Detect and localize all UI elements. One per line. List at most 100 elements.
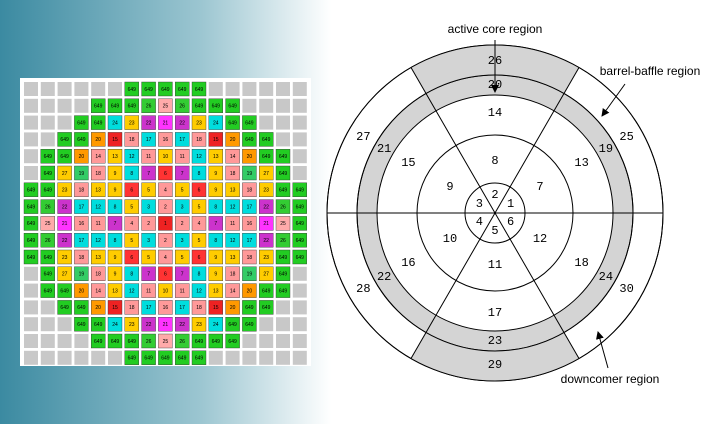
fuel-cell [158,333,173,349]
fuel-cell [191,98,207,114]
fuel-cell [107,182,123,198]
cell-label: 27 [263,272,269,278]
fuel-cell [191,232,207,248]
fuel-cell [208,333,224,349]
cell-label: 649 [228,120,237,126]
cell-label: 649 [245,322,254,328]
fuel-cell [242,148,257,164]
cell-label: 649 [128,356,137,362]
fuel-cell [242,115,257,130]
cell-label: 19 [79,272,85,278]
fuel-cell [124,148,140,164]
cell-label: 649 [27,204,36,210]
fuel-cell [259,216,274,231]
empty-cell [292,132,307,147]
fuel-cell [292,249,307,265]
cell-label: 649 [212,339,221,345]
fuel-cell [107,317,123,332]
fuel-cell [275,232,291,248]
fuel-cell [225,165,240,181]
empty-cell [259,82,274,96]
cell-label: 13 [95,255,101,261]
fuel-cell [174,182,190,198]
cell-label: 20 [247,154,253,160]
fuel-cell [225,216,240,231]
cell-label: 20 [79,288,85,294]
fuel-cell [225,182,240,198]
cell-label: 26 [146,339,152,345]
fuel-cell [275,266,291,281]
fuel-cell [124,132,140,147]
fuel-cell [242,182,257,198]
fuel-cell [191,266,207,281]
fuel-cell [242,317,257,332]
fuel-cell [208,317,224,332]
cell-label: 4 [198,221,201,227]
fuel-cell [158,165,173,181]
cell-label: 5 [147,255,150,261]
fuel-cell [191,132,207,147]
fuel-cell [259,232,274,248]
cell-label: 649 [245,120,254,126]
cell-label: 18 [247,188,253,194]
cell-label: 3 [181,204,184,210]
cell-label: 649 [60,305,69,311]
fuel-cell [191,300,207,315]
cell-label: 8 [198,171,201,177]
cell-label: 18 [79,255,85,261]
region-label: 2 [491,188,498,202]
fuel-cell [107,283,123,298]
empty-cell [40,300,55,315]
fuel-cell [40,216,55,231]
empty-cell [57,98,72,113]
fuel-cell [259,249,274,265]
cell-label: 2 [164,204,167,210]
cell-label: 5 [130,238,133,244]
region-label: 11 [488,258,502,272]
fuel-cell [191,350,207,365]
fuel-cell [74,115,89,130]
fuel-cell [259,283,274,298]
empty-cell [40,82,55,96]
cell-label: 17 [179,305,185,311]
fuel-cell [141,333,156,349]
fuel-cell [40,249,55,265]
fuel-cell [208,98,224,114]
fuel-cell [259,266,274,281]
cell-label: 8 [214,238,217,244]
cell-label: 19 [79,171,85,177]
annotation: active core region [448,22,543,36]
fuel-cell [174,216,190,231]
cell-label: 15 [112,137,118,143]
fuel-cell [74,132,89,147]
cell-label: 649 [144,356,153,362]
cell-label: 649 [128,339,137,345]
fuel-cell [90,199,106,214]
cell-label: 9 [114,255,117,261]
fuel-cell [208,148,224,164]
cell-label: 649 [44,171,53,177]
empty-cell [276,115,290,130]
sector-line [410,67,580,359]
cell-label: 6 [198,255,201,261]
cell-label: 13 [230,188,236,194]
cell-label: 22 [179,322,185,328]
cell-label: 18 [196,137,202,143]
cell-label: 8 [130,171,133,177]
cell-label: 12 [196,154,202,160]
cell-label: 26 [45,204,51,210]
cell-label: 649 [77,137,86,143]
cell-label: 7 [181,171,184,177]
empty-cell [24,300,38,315]
cell-label: 15 [112,305,118,311]
fuel-cell [158,98,173,114]
cell-label: 649 [296,188,305,194]
fuel-cell [259,165,274,181]
cell-label: 21 [163,322,169,328]
fuel-cell [158,199,173,214]
cell-label: 12 [129,288,135,294]
cell-label: 7 [214,221,217,227]
region-label: 18 [574,256,588,270]
cell-label: 9 [114,188,117,194]
fuel-cell [158,132,173,147]
